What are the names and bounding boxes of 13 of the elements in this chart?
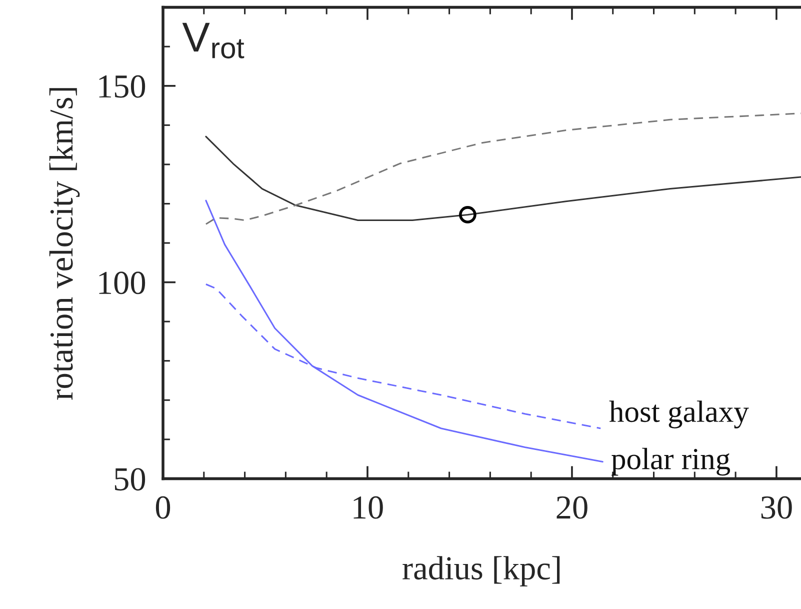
y-tick-label: 100 xyxy=(99,272,146,294)
y-tick-label: 50 xyxy=(114,468,146,491)
series-label: polar ring xyxy=(611,448,730,476)
x-tick-label: 20 xyxy=(556,496,588,519)
x-tick-label: 10 xyxy=(354,496,383,519)
x-tick-label: 30 xyxy=(761,496,792,519)
series-label: host galaxy xyxy=(609,400,749,428)
y-tick-label: 150 xyxy=(99,75,146,98)
line-series xyxy=(205,200,604,463)
y-axis-title: rotation velocity [km/s] xyxy=(49,88,80,400)
x-tick-label: 0 xyxy=(156,496,170,519)
x-axis-title: radius [kpc] xyxy=(402,556,560,586)
annotation: V$_{rot}$ xyxy=(182,22,244,58)
